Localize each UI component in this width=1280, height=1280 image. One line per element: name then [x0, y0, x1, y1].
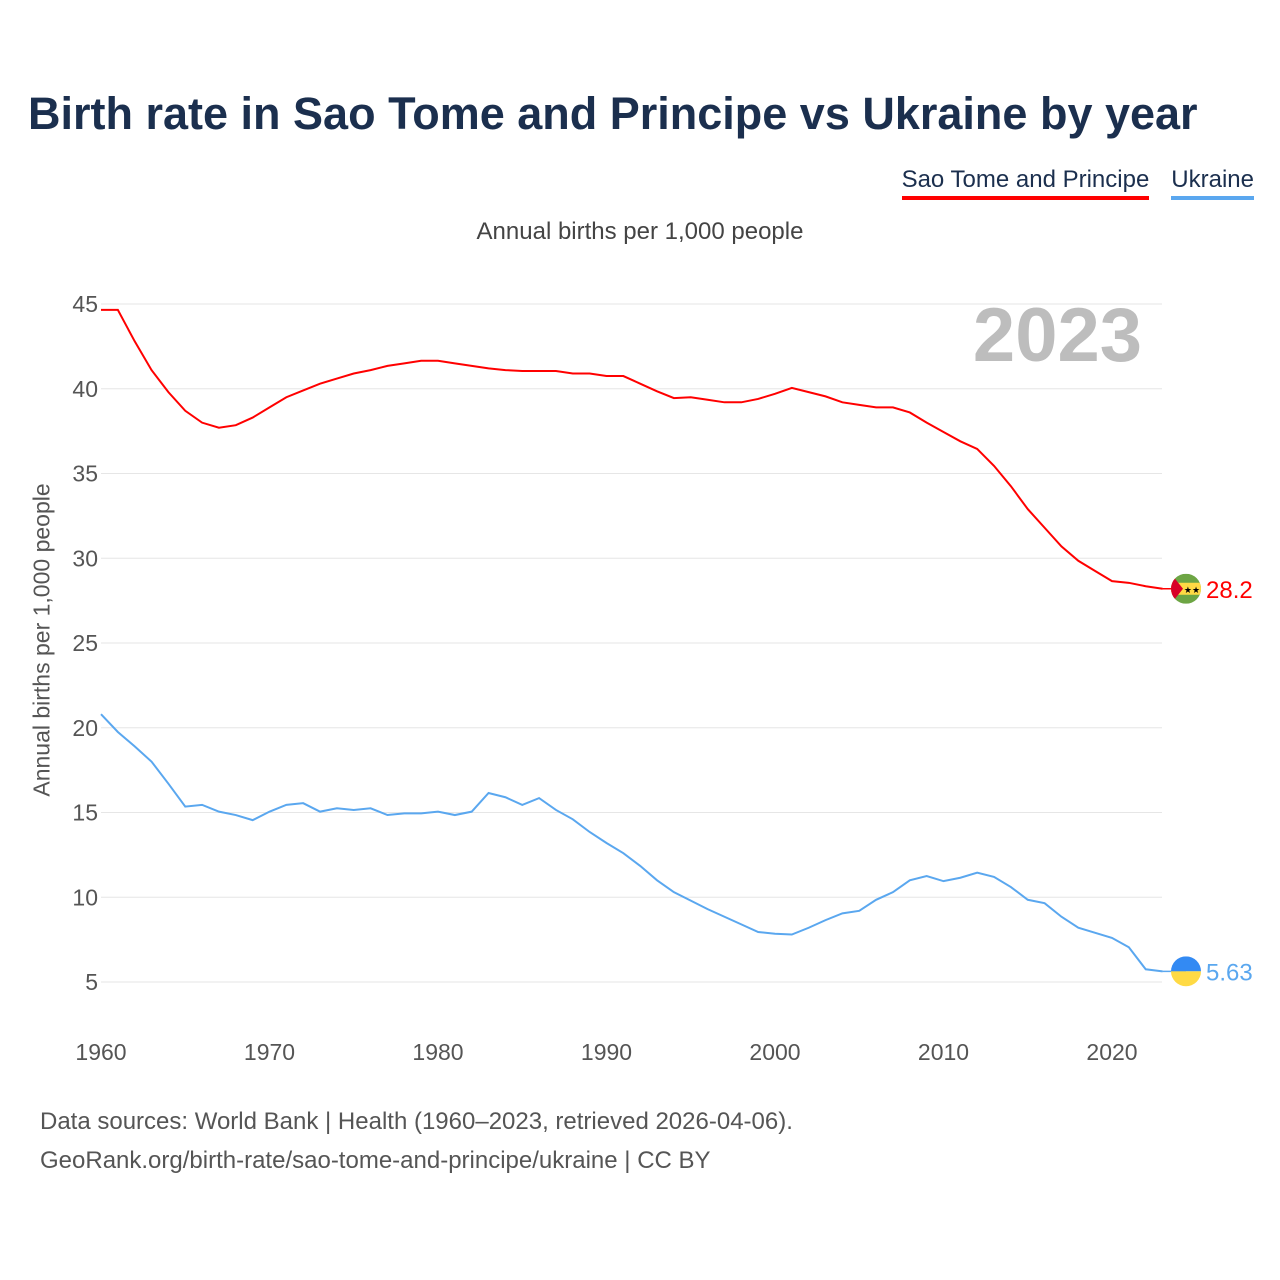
x-tick-label: 1990 — [581, 1039, 632, 1065]
year-label: 2023 — [972, 293, 1142, 378]
y-tick-label: 15 — [72, 800, 98, 826]
y-tick-label: 5 — [85, 969, 98, 995]
x-tick-label: 2000 — [749, 1039, 800, 1065]
ukraine-flag-icon — [1171, 956, 1201, 987]
x-tick-label: 2010 — [918, 1039, 969, 1065]
y-tick-label: 45 — [72, 291, 98, 317]
y-tick-label: 35 — [72, 461, 98, 487]
svg-text:★★: ★★ — [1184, 585, 1200, 595]
y-tick-label: 10 — [72, 884, 98, 910]
legend: Sao Tome and Principe Ukraine — [901, 166, 1254, 200]
x-tick-label: 1980 — [412, 1039, 463, 1065]
y-tick-label: 30 — [72, 545, 98, 571]
y-tick-label: 20 — [72, 715, 98, 741]
x-tick-label: 1970 — [244, 1039, 295, 1065]
series-line-ukraine[interactable] — [100, 713, 1163, 973]
sao-tome-flag-icon: ★★ — [1171, 573, 1201, 604]
x-tick-label: 1960 — [75, 1039, 126, 1065]
y-tick-label: 40 — [72, 376, 98, 402]
legend-ukraine[interactable]: Ukraine — [1171, 166, 1254, 200]
legend-sao-tome[interactable]: Sao Tome and Principe — [901, 166, 1150, 200]
end-value-label: 5.63 — [1206, 959, 1253, 986]
series-line-sao-tome[interactable] — [101, 308, 1163, 590]
chart-title: Birth rate in Sao Tome and Principe vs U… — [28, 88, 1198, 139]
source-line-1: Data sources: World Bank | Health (1960–… — [40, 1108, 793, 1135]
end-value-label: 28.2 — [1206, 577, 1253, 604]
source-line-2[interactable]: GeoRank.org/birth-rate/sao-tome-and-prin… — [40, 1147, 711, 1174]
plot-area: 5 10 15 20 25 30 35 40 45 1960 1970 1980 1990 2000 201… — [72, 291, 1253, 1065]
chart-subtitle: Annual births per 1,000 people — [476, 218, 804, 245]
y-tick-label: 25 — [72, 630, 98, 656]
x-tick-label: 2020 — [1086, 1039, 1137, 1065]
